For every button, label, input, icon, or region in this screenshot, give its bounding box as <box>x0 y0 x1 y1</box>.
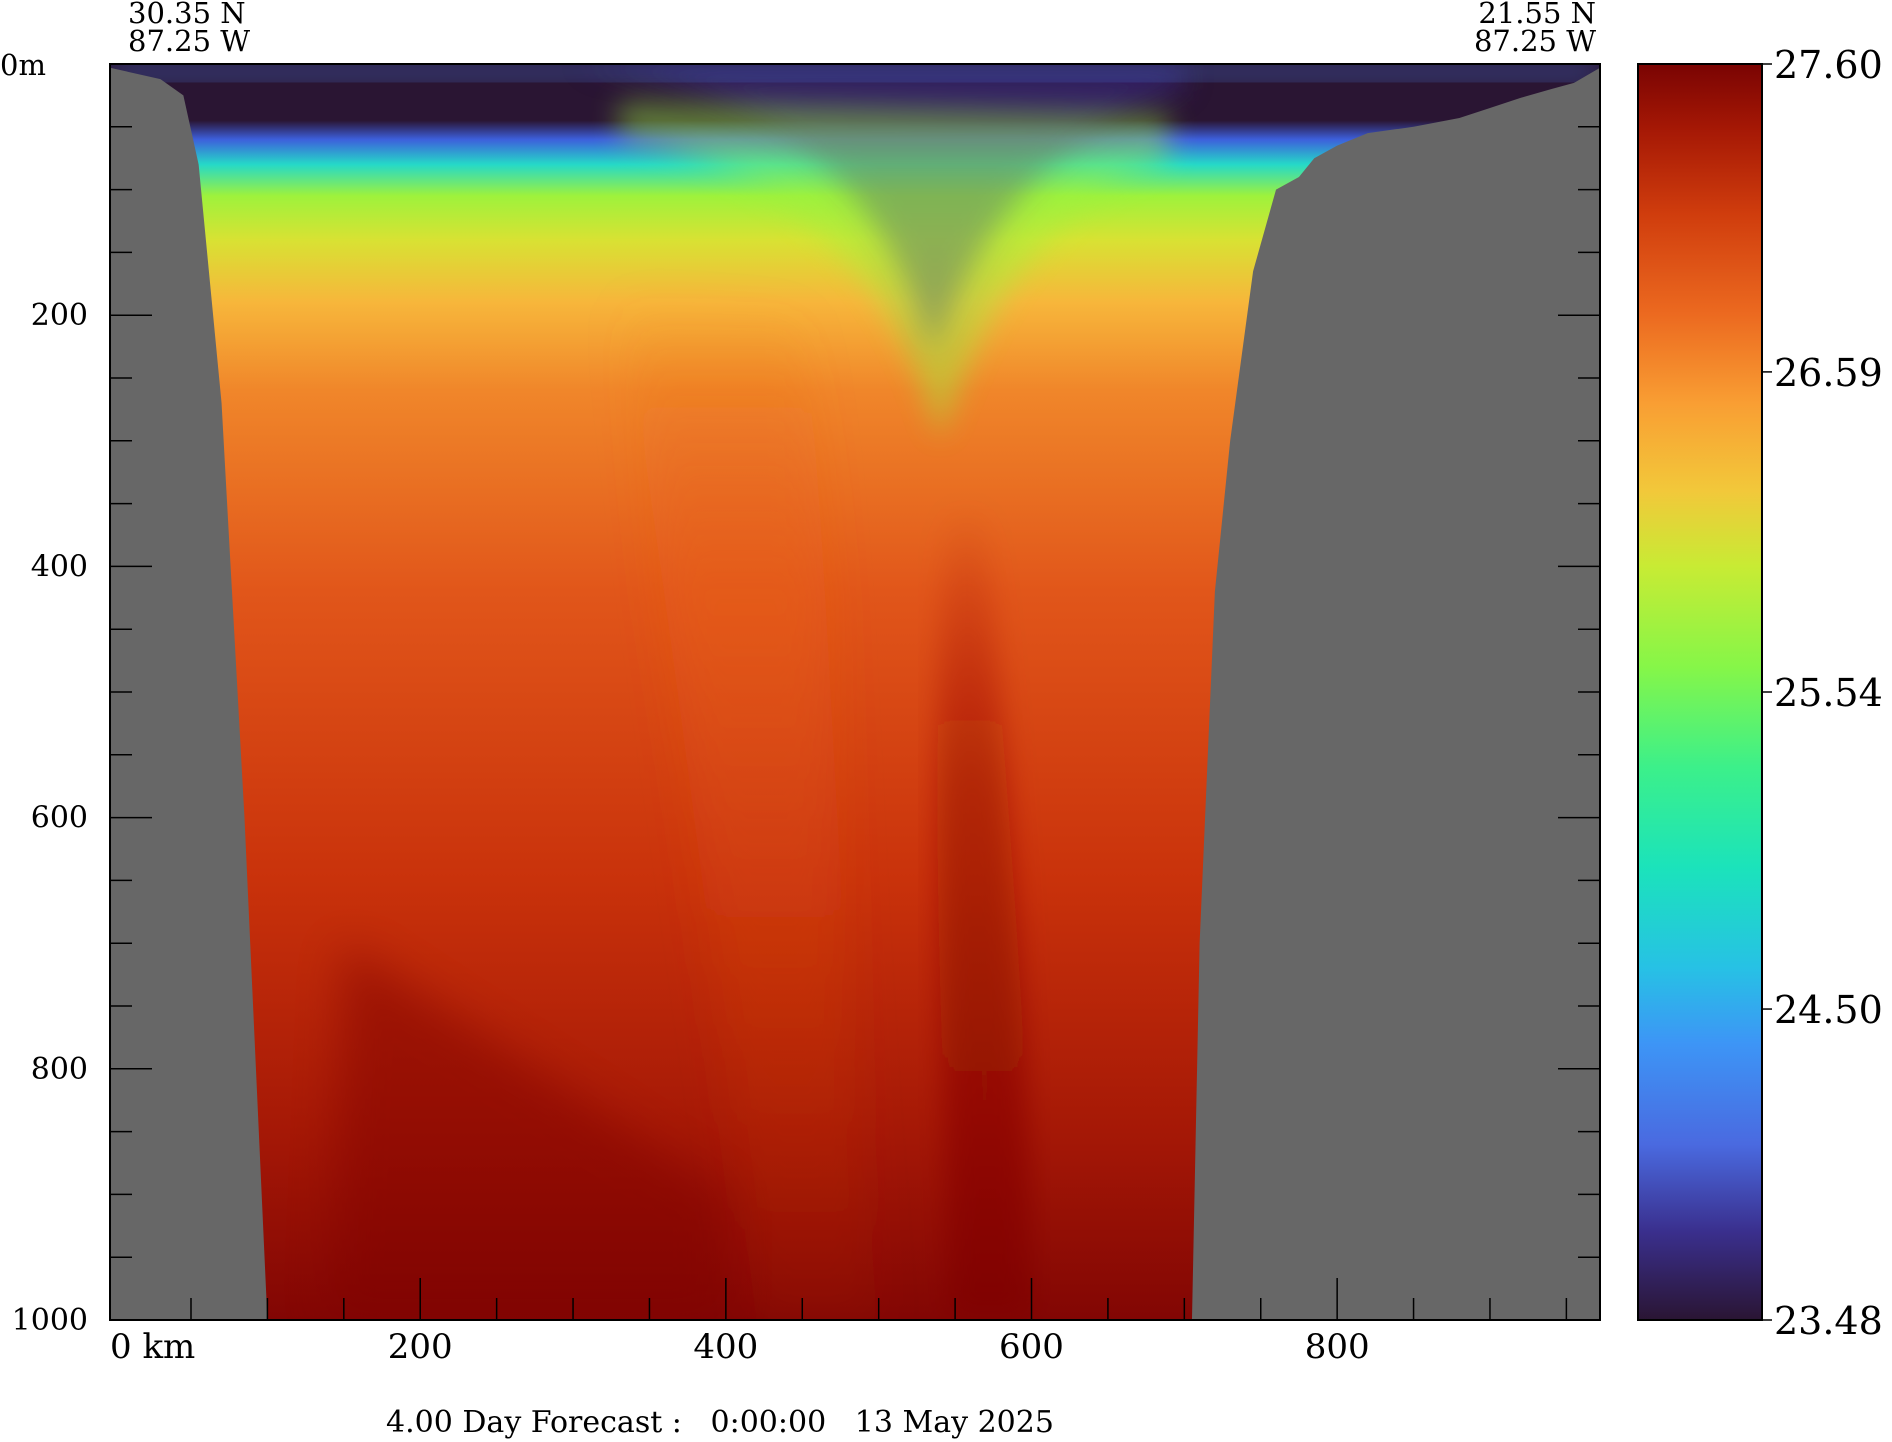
x-tick-label: 800 <box>1305 1327 1370 1367</box>
end-lon-label: 87.25 W <box>1474 24 1596 58</box>
colorbar-tick-label: 27.60 <box>1774 43 1883 87</box>
temperature-field-detail <box>110 64 1600 1320</box>
colorbar-tick-label: 26.59 <box>1774 351 1883 395</box>
warm-core <box>618 290 879 1320</box>
forecast-footer: 4.00 Day Forecast : 0:00:00 13 May 2025 <box>386 1405 1054 1440</box>
y-tick-label: 1000 <box>12 1303 88 1338</box>
colorbar-tick-label: 24.50 <box>1774 988 1883 1032</box>
bathymetry-land <box>110 64 1600 1320</box>
colorbar-tick-label: 25.54 <box>1774 671 1883 715</box>
colorbar-ticks: 27.60 26.59 25.54 24.50 23.48 <box>1762 43 1883 1343</box>
colorbar <box>1637 63 1763 1321</box>
x-tick-label: 200 <box>388 1327 453 1367</box>
plot-area <box>110 64 1600 1320</box>
start-lon-label: 87.25 W <box>128 24 250 58</box>
y-tick-label: 200 <box>31 298 88 333</box>
y-tick-label: 600 <box>31 801 88 836</box>
x-tick-label: 400 <box>693 1327 758 1367</box>
surface-layer <box>110 64 1600 80</box>
deep-core <box>937 503 1032 1320</box>
start-lat-label: 30.35 N <box>128 0 246 30</box>
depth-zero-label: 0m <box>0 48 46 82</box>
end-lat-label: 21.55 N <box>1478 0 1596 30</box>
deep-west-core <box>328 943 726 1320</box>
x-axis: 200 400 600 800 0 km <box>110 1278 1568 1367</box>
y-tick-label: 400 <box>31 549 88 584</box>
x-origin-label: 0 km <box>110 1327 195 1367</box>
x-tick-label: 600 <box>999 1327 1064 1367</box>
thermocline-dip <box>618 101 1170 441</box>
y-tick-label: 800 <box>31 1052 88 1087</box>
y-axis: 200 400 600 800 1000 <box>12 126 1600 1338</box>
colorbar-tick-label: 23.48 <box>1774 1299 1883 1343</box>
